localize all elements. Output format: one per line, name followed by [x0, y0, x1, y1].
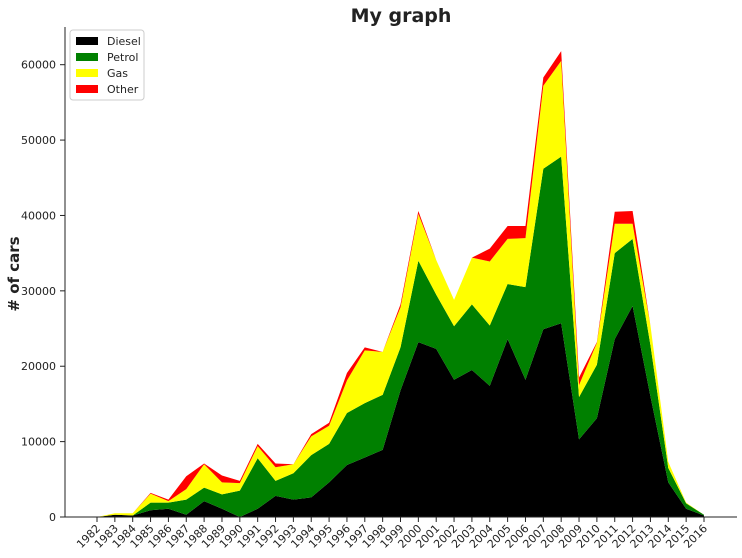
y-tick-label: 40000 [21, 209, 56, 222]
chart-title: My graph [351, 5, 452, 27]
legend-swatch-petrol [76, 53, 98, 61]
y-tick-label: 10000 [21, 436, 56, 449]
y-tick-label: 60000 [21, 59, 56, 72]
area-diesel [97, 305, 704, 517]
y-axis-label: # of cars [5, 236, 23, 311]
legend-swatch-other [76, 85, 98, 93]
legend-label-petrol: Petrol [107, 51, 138, 64]
y-ticks: 0 10000 20000 30000 40000 50000 60000 [21, 59, 65, 524]
legend-label-gas: Gas [107, 67, 128, 80]
area-petrol [97, 156, 704, 517]
legend-label-diesel: Diesel [107, 35, 141, 48]
legend-swatch-diesel [76, 37, 98, 45]
legend-box [69, 29, 145, 101]
legend-swatch-gas [76, 69, 98, 77]
y-tick-label: 50000 [21, 134, 56, 147]
y-tick-label: 20000 [21, 360, 56, 373]
x-ticks: 1982198319841985198619871988198919901991… [74, 517, 710, 551]
y-tick-label: 30000 [21, 285, 56, 298]
area-layer [97, 51, 704, 518]
legend-label-other: Other [107, 83, 139, 96]
legend: Diesel Petrol Gas Other [69, 29, 145, 101]
y-tick-label: 0 [49, 511, 56, 524]
